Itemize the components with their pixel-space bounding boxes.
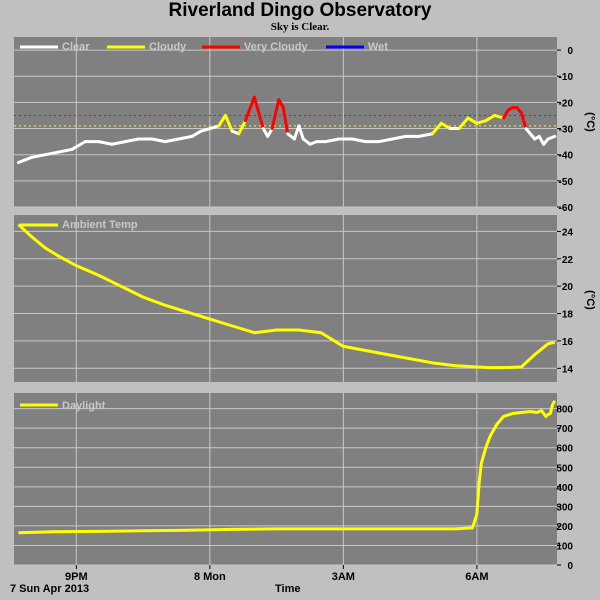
x-tick-label: 3AM [332,571,355,583]
legend-ambient-label: Ambient Temp [62,219,138,231]
y-tick-label: 18 [562,310,574,321]
sky-line-segment [223,113,234,133]
ambient-y-ticks: 24 22 20 18 16 14 [557,227,573,375]
y-tick-label: 800 [556,405,573,416]
sky-panel: Clear Cloudy Very Cloudy Wet 0 -10 -20 -30 -… [14,37,596,214]
sky-temperature-line [16,95,557,165]
legend-very-cloudy-label: Very Cloudy [244,41,308,53]
daylight-panel: Daylight 800 700 600 500 400 300 200 100 0 [14,393,573,572]
x-axis-label: Time [275,583,301,595]
y-tick-label: 24 [562,227,574,238]
sky-status-subtitle: Sky is Clear. [270,21,330,33]
legend-cloudy-label: Cloudy [149,41,187,53]
sky-line-segment [281,106,290,136]
sky-line-segment [257,111,265,131]
y-tick-label: -10 [559,72,574,83]
sky-line-segment [16,155,34,165]
sky-line-segment [439,121,452,131]
daylight-series [18,400,557,535]
sky-line-segment [217,113,227,128]
sky-line-segment [519,111,528,131]
ambient-panel: Ambient Temp 24 22 20 18 16 14 (°C) [14,215,596,382]
y-tick-label: -30 [559,125,574,136]
y-tick-label: 500 [556,463,573,474]
legend-clear-label: Clear [62,41,90,53]
sky-line-segment [493,113,506,120]
y-tick-label: 20 [562,282,574,293]
sky-line-segment [546,134,557,141]
chart-title: Riverland Dingo Observatory [168,0,432,21]
ambient-legend: Ambient Temp [20,219,138,231]
sky-legend: Clear Cloudy Very Cloudy Wet [20,41,388,53]
x-axis-ticks: 9PM 8 Mon 3AM 6AM [65,565,489,583]
x-tick-label: 9PM [65,571,88,583]
sky-line-segment [277,98,285,110]
sky-line-segment [430,121,443,136]
ambient-y-axis-label: (°C) [584,290,596,310]
sky-line-segment [199,127,212,133]
sky-line-segment [266,127,274,138]
sky-y-ticks: 0 -10 -20 -30 -40 -50 -60 [557,46,573,214]
y-tick-label: 700 [556,424,573,435]
y-tick-label: 16 [562,337,574,348]
y-tick-label: -50 [559,177,574,188]
y-tick-label: 200 [556,522,573,533]
y-tick-label: 0 [567,561,573,572]
sky-line-segment [70,140,87,151]
y-tick-label: -20 [559,98,574,109]
sky-line-segment [324,137,341,144]
ambient-temperature-line [17,223,556,370]
daylight-grid [14,393,557,566]
y-tick-label: 22 [562,255,574,266]
sky-line-segment [208,124,221,131]
x-tick-label: 6AM [465,571,488,583]
daylight-legend: Daylight [20,400,106,412]
y-tick-label: -60 [559,203,574,214]
sky-line-segment [297,124,305,141]
ambient-plot-area [14,215,557,382]
date-label: 7 Sun Apr 2013 [10,583,90,595]
sky-line-segment [417,132,434,138]
sky-line-segment [270,98,281,131]
sky-line-segment [97,140,114,146]
sky-line-segment [390,134,408,141]
sky-line-segment [484,113,497,123]
daylight-plot-area [14,393,557,565]
sky-line-segment [237,119,247,136]
sky-line-segment [177,134,194,141]
ambient-temp-series [17,223,556,370]
y-tick-label: 14 [562,364,574,375]
y-tick-label: 600 [556,444,573,455]
legend-wet-label: Wet [368,41,388,53]
sky-line-segment [57,147,74,154]
sky-line-segment [252,95,261,115]
y-tick-label: 300 [556,502,573,513]
sky-line-segment [466,116,479,125]
daylight-y-ticks: 800 700 600 500 400 300 200 100 0 [556,405,573,572]
sky-line-segment [30,153,47,159]
y-tick-label: 0 [567,46,573,57]
sky-line-segment [243,95,256,123]
sky-line-segment [475,119,488,125]
sky-y-axis-label: (°C) [584,112,596,132]
y-tick-label: 100 [556,541,573,552]
sky-line-segment [377,137,394,144]
y-tick-label: -40 [559,151,574,162]
sky-line-segment [502,108,510,120]
sky-line-segment [190,129,203,138]
sky-line-segment [110,140,127,146]
x-tick-label: 8 Mon [194,571,226,583]
sky-line-segment [350,137,368,144]
legend-daylight-label: Daylight [62,400,106,412]
sky-line-segment [457,116,470,131]
daylight-line [18,400,557,535]
y-tick-label: 400 [556,483,573,494]
sky-line-segment [43,150,61,157]
ambient-grid [14,215,557,382]
sky-line-segment [163,137,181,144]
sky-line-segment [150,137,167,144]
sky-line-segment [123,137,141,144]
